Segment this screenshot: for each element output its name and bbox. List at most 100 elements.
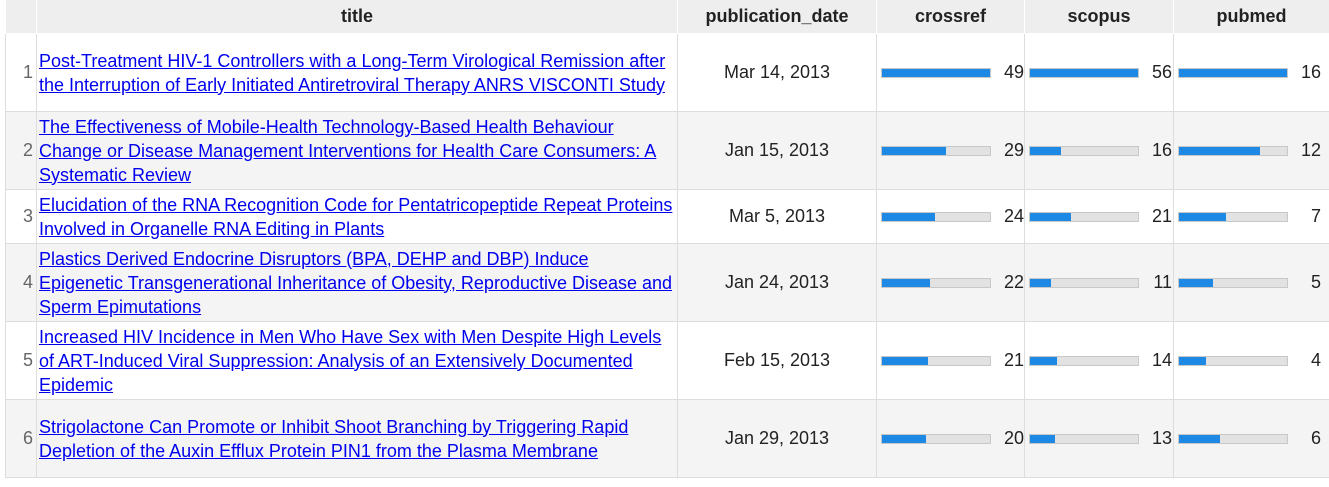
pubmed-value: 16 xyxy=(1300,62,1321,82)
pubmed-bar-fill xyxy=(1179,68,1287,77)
scopus-bar xyxy=(1029,211,1139,222)
title-cell: Plastics Derived Endocrine Disruptors (B… xyxy=(36,243,678,322)
scopus-metric: 56 xyxy=(1029,62,1173,83)
scopus-cell: 16 xyxy=(1024,111,1174,190)
scopus-cell: 21 xyxy=(1024,189,1174,244)
publication-date-cell: Jan 15, 2013 xyxy=(677,111,877,190)
crossref-value: 24 xyxy=(1003,206,1024,226)
header-index xyxy=(5,0,37,34)
crossref-bar-fill xyxy=(882,146,946,155)
pubmed-bar-fill xyxy=(1179,212,1227,221)
scopus-bar-fill xyxy=(1030,68,1138,77)
scopus-bar-fill xyxy=(1030,434,1056,443)
article-title-link[interactable]: Post-Treatment HIV-1 Controllers with a … xyxy=(39,50,666,95)
scopus-bar xyxy=(1029,145,1139,156)
scopus-metric: 13 xyxy=(1029,428,1173,449)
crossref-value: 21 xyxy=(1003,350,1024,370)
publication-date-cell: Jan 24, 2013 xyxy=(677,243,877,322)
header-scopus[interactable]: scopus xyxy=(1024,0,1174,34)
crossref-bar xyxy=(881,211,991,222)
pubmed-metric: 16 xyxy=(1178,62,1329,83)
pubmed-cell: 4 xyxy=(1173,321,1329,400)
pubmed-bar xyxy=(1178,67,1288,78)
scopus-bar-fill xyxy=(1030,146,1061,155)
header-pubmed[interactable]: pubmed xyxy=(1173,0,1329,34)
crossref-metric: 21 xyxy=(881,350,1024,371)
article-title-link[interactable]: Elucidation of the RNA Recognition Code … xyxy=(39,194,673,239)
crossref-bar-fill xyxy=(882,278,931,287)
title-cell: Strigolactone Can Promote or Inhibit Sho… xyxy=(36,399,678,478)
article-title-link[interactable]: Strigolactone Can Promote or Inhibit Sho… xyxy=(39,416,629,461)
header-title[interactable]: title xyxy=(36,0,678,34)
title-cell: Increased HIV Incidence in Men Who Have … xyxy=(36,321,678,400)
row-index: 3 xyxy=(5,189,37,244)
crossref-cell: 22 xyxy=(876,243,1025,322)
header-crossref[interactable]: crossref xyxy=(876,0,1025,34)
scopus-value: 21 xyxy=(1151,206,1172,226)
scopus-bar-fill xyxy=(1030,212,1071,221)
pubmed-metric: 12 xyxy=(1178,140,1329,161)
crossref-bar-fill xyxy=(882,212,935,221)
pubmed-metric: 4 xyxy=(1178,350,1329,371)
pubmed-value: 12 xyxy=(1300,140,1321,160)
pubmed-bar-fill xyxy=(1179,356,1206,365)
crossref-bar xyxy=(881,433,991,444)
header-publication-date[interactable]: publication_date xyxy=(677,0,877,34)
scopus-value: 56 xyxy=(1151,62,1172,82)
table-row: 6 Strigolactone Can Promote or Inhibit Sh… xyxy=(5,399,1329,478)
scopus-metric: 16 xyxy=(1029,140,1173,161)
pubmed-value: 7 xyxy=(1310,206,1321,226)
table-row: 2 The Effectiveness of Mobile-Health Tech… xyxy=(5,111,1329,190)
scopus-bar xyxy=(1029,277,1139,288)
scopus-value: 14 xyxy=(1151,350,1172,370)
crossref-value: 29 xyxy=(1003,140,1024,160)
pubmed-value: 5 xyxy=(1310,272,1321,292)
pubmed-bar xyxy=(1178,355,1288,366)
scopus-cell: 14 xyxy=(1024,321,1174,400)
crossref-metric: 20 xyxy=(881,428,1024,449)
table-body: 1 Post-Treatment HIV-1 Controllers with a… xyxy=(5,33,1329,478)
scopus-value: 13 xyxy=(1151,428,1172,448)
pubmed-cell: 12 xyxy=(1173,111,1329,190)
scopus-value: 11 xyxy=(1153,272,1172,292)
title-cell: Elucidation of the RNA Recognition Code … xyxy=(36,189,678,244)
article-title-link[interactable]: The Effectiveness of Mobile-Health Techn… xyxy=(39,116,657,185)
table-row: 4 Plastics Derived Endocrine Disruptors (… xyxy=(5,243,1329,322)
article-title-link[interactable]: Increased HIV Incidence in Men Who Have … xyxy=(39,326,662,395)
pubmed-bar-fill xyxy=(1179,278,1213,287)
pubmed-bar xyxy=(1178,433,1288,444)
table-row: 5 Increased HIV Incidence in Men Who Have… xyxy=(5,321,1329,400)
pubmed-bar xyxy=(1178,211,1288,222)
title-cell: The Effectiveness of Mobile-Health Techn… xyxy=(36,111,678,190)
article-title-link[interactable]: Plastics Derived Endocrine Disruptors (B… xyxy=(39,248,673,317)
scopus-metric: 14 xyxy=(1029,350,1173,371)
pubmed-bar-fill xyxy=(1179,434,1220,443)
pubmed-value: 6 xyxy=(1310,428,1321,448)
crossref-cell: 29 xyxy=(876,111,1025,190)
pubmed-cell: 7 xyxy=(1173,189,1329,244)
crossref-bar xyxy=(881,277,991,288)
crossref-bar-fill xyxy=(882,356,929,365)
table-row: 1 Post-Treatment HIV-1 Controllers with a… xyxy=(5,33,1329,112)
scopus-bar-fill xyxy=(1030,356,1057,365)
articles-table: title publication_date crossref scopus p… xyxy=(5,0,1329,478)
scopus-metric: 21 xyxy=(1029,206,1173,227)
crossref-metric: 49 xyxy=(881,62,1024,83)
pubmed-bar xyxy=(1178,277,1288,288)
crossref-cell: 21 xyxy=(876,321,1025,400)
row-index: 6 xyxy=(5,399,37,478)
scopus-metric: 11 xyxy=(1029,272,1173,293)
crossref-value: 22 xyxy=(1003,272,1024,292)
scopus-cell: 11 xyxy=(1024,243,1174,322)
crossref-cell: 49 xyxy=(876,33,1025,112)
crossref-value: 20 xyxy=(1003,428,1024,448)
row-index: 1 xyxy=(5,33,37,112)
crossref-value: 49 xyxy=(1003,62,1024,82)
pubmed-metric: 5 xyxy=(1178,272,1329,293)
pubmed-metric: 7 xyxy=(1178,206,1329,227)
publication-date-cell: Feb 15, 2013 xyxy=(677,321,877,400)
pubmed-bar-fill xyxy=(1179,146,1260,155)
scopus-bar xyxy=(1029,67,1139,78)
pubmed-cell: 6 xyxy=(1173,399,1329,478)
scopus-bar-fill xyxy=(1030,278,1052,287)
